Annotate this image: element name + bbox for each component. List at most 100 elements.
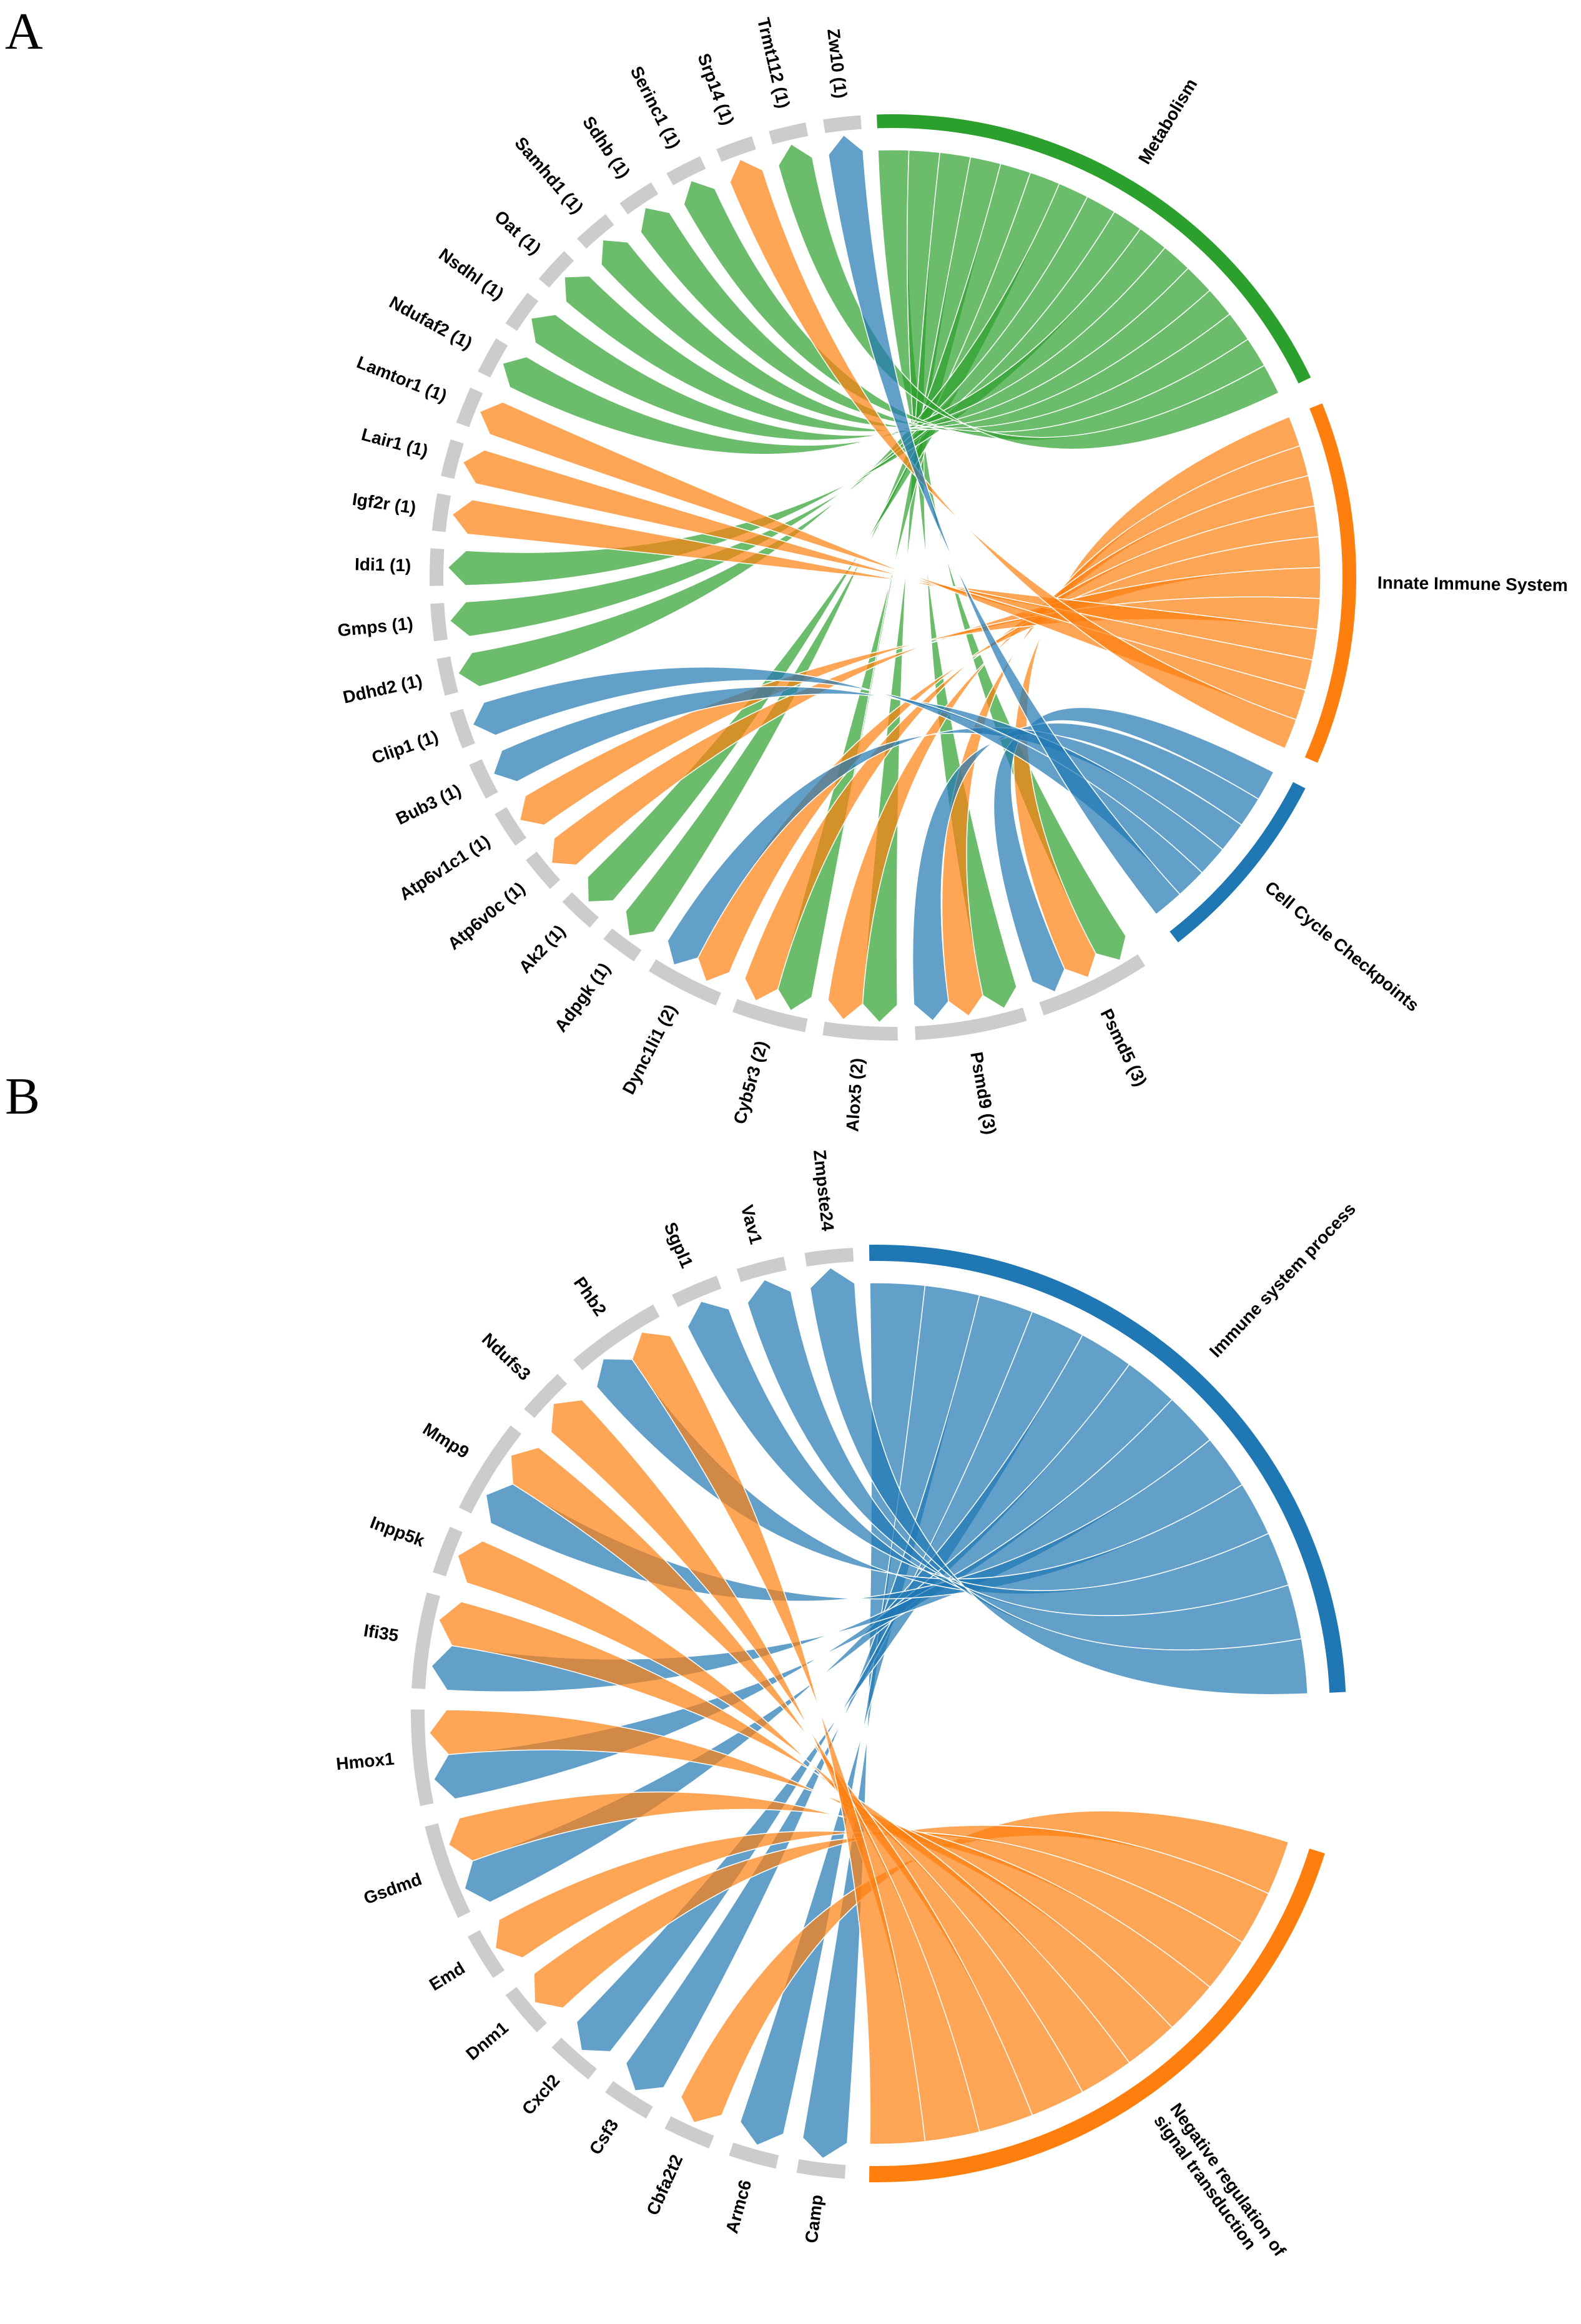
gene-label-trmt112: Trmt112 (1) bbox=[754, 16, 794, 110]
gene-label-armc6: Armc6 bbox=[722, 2178, 755, 2235]
panel-a-chord-diagram: A Metabolism Innate Immune System Cell Cyc… bbox=[5, 2, 1568, 1136]
gene-label-serinc1: Serinc1 (1) bbox=[627, 63, 684, 152]
gene-label-nsdhl: Nsdhl (1) bbox=[435, 245, 507, 304]
gene-label-zmpste24: Zmpste24 bbox=[810, 1149, 838, 1232]
gene-label-sdhb: Sdhb (1) bbox=[579, 113, 634, 182]
gene-arc-ddhd2 bbox=[436, 656, 458, 696]
gene-label-srp14: Srp14 (1) bbox=[694, 51, 737, 127]
gene-label-bub3: Bub3 (1) bbox=[393, 780, 464, 828]
gene-arc-emd bbox=[468, 1930, 505, 1978]
gene-label-dnm1: Dnm1 bbox=[462, 2018, 511, 2064]
gene-arc-csf3 bbox=[605, 2081, 653, 2119]
gene-label-dync1li1: Dync1li1 (2) bbox=[619, 1001, 681, 1097]
gene-arc-idi1 bbox=[429, 548, 445, 586]
gene-label-gmps: Gmps (1) bbox=[337, 614, 414, 640]
panel-b-category-arcs bbox=[869, 1244, 1346, 2183]
gene-label-adpgk: Adpgk (1) bbox=[551, 959, 614, 1035]
gene-arc-alox5 bbox=[822, 1021, 898, 1041]
panel-a-category-arcs bbox=[877, 114, 1357, 943]
gene-arc-inpp5k bbox=[433, 1526, 463, 1577]
gene-arc-serinc1 bbox=[666, 156, 706, 185]
panel-b-chord-diagram: B Immune system process Negative regulati… bbox=[5, 1067, 1359, 2272]
gene-label-ddhd2: Ddhd2 (1) bbox=[341, 671, 424, 707]
ribbon-phb2-negative-regulation-of-signal-transduction bbox=[631, 1331, 926, 2145]
gene-arc-zw10 bbox=[823, 115, 862, 134]
gene-label-lair1: Lair1 (1) bbox=[360, 424, 430, 461]
category-label-metabolism: Metabolism bbox=[1135, 75, 1201, 167]
gene-label-phb2: Phb2 bbox=[570, 1273, 610, 1320]
gene-arc-adpgk bbox=[603, 928, 642, 962]
ribbon-trmt112-metabolism bbox=[777, 143, 1279, 450]
gene-label-psmd5: Psmd5 (3) bbox=[1096, 1006, 1151, 1089]
ribbon-srp14-innate-immune-system bbox=[729, 159, 1297, 750]
gene-arc-hmox1 bbox=[410, 1709, 434, 1807]
gene-label-atp6v0c: Atp6v0c (1) bbox=[444, 878, 529, 954]
panel-b-ribbons bbox=[428, 1267, 1309, 2159]
gene-label-lamtor1: Lamtor1 (1) bbox=[354, 352, 450, 406]
gene-label-samhd1: Samhd1 (1) bbox=[511, 133, 587, 217]
gene-arc-ndufaf2 bbox=[478, 338, 508, 378]
gene-arc-atp6v1c1 bbox=[495, 807, 527, 846]
gene-arc-nsdhl bbox=[505, 292, 539, 331]
gene-arc-phb2 bbox=[573, 1304, 660, 1371]
gene-label-vav1: Vav1 bbox=[737, 1203, 766, 1247]
ribbon-clip1-cell-cycle-checkpoints bbox=[472, 667, 1203, 895]
gene-label-cxcl2: Cxcl2 bbox=[518, 2071, 564, 2119]
panel-b-letter: B bbox=[5, 1067, 40, 1125]
ribbon-zw10-cell-cycle-checkpoints bbox=[828, 134, 1181, 915]
panel-a-letter: A bbox=[5, 2, 43, 61]
gene-label-csf3: Csf3 bbox=[586, 2116, 623, 2158]
gene-label-inpp5k: Inpp5k bbox=[368, 1513, 428, 1551]
gene-label-oat: Oat (1) bbox=[491, 207, 544, 258]
gene-arc-cxcl2 bbox=[551, 2037, 597, 2080]
gene-arc-ifi35 bbox=[411, 1592, 440, 1689]
gene-arc-bub3 bbox=[469, 759, 498, 799]
gene-label-idi1: Idi1 (1) bbox=[355, 554, 411, 575]
gene-label-camp: Camp bbox=[802, 2194, 827, 2244]
gene-arc-lamtor1 bbox=[456, 387, 483, 428]
gene-arc-lair1 bbox=[441, 439, 464, 479]
panel-a-gene-arcs bbox=[429, 115, 1146, 1041]
gene-arc-psmd9 bbox=[915, 1008, 1027, 1041]
gene-arc-dnm1 bbox=[505, 1987, 547, 2032]
gene-label-ndufaf2: Ndufaf2 (1) bbox=[386, 292, 475, 353]
panel-a-ribbons bbox=[447, 134, 1321, 1023]
gene-arc-oat bbox=[538, 251, 574, 288]
gene-arc-gmps bbox=[430, 603, 448, 642]
gene-arc-ak2 bbox=[562, 892, 599, 928]
category-label-immune-system-process: Immune system process bbox=[1206, 1199, 1359, 1361]
gene-label-mmp9: Mmp9 bbox=[420, 1419, 473, 1462]
gene-label-ndufs3: Ndufs3 bbox=[478, 1329, 534, 1384]
gene-label-cbfa2t2: Cbfa2t2 bbox=[643, 2152, 686, 2218]
gene-arc-psmd5 bbox=[1039, 954, 1146, 1016]
gene-label-ifi35: Ifi35 bbox=[362, 1620, 400, 1645]
gene-label-alox5: Alox5 (2) bbox=[842, 1057, 867, 1132]
gene-arc-dync1li1 bbox=[649, 959, 721, 1006]
gene-label-cyb5r3: Cyb5r3 (2) bbox=[730, 1039, 772, 1126]
gene-arc-mmp9 bbox=[458, 1425, 521, 1514]
gene-label-psmd9: Psmd9 (3) bbox=[967, 1051, 1000, 1136]
gene-arc-samhd1 bbox=[577, 214, 614, 249]
gene-label-emd: Emd bbox=[426, 1958, 468, 1994]
gene-label-atp6v1c1: Atp6v1c1 (1) bbox=[396, 831, 493, 904]
gene-arc-atp6v0c bbox=[526, 851, 561, 890]
gene-arc-sdhb bbox=[619, 182, 659, 215]
category-arc-innate-immune-system bbox=[1304, 403, 1357, 763]
ribbon-zmpste24-immune-system-process bbox=[809, 1267, 1309, 1695]
category-arc-cell-cycle-checkpoints bbox=[1170, 782, 1306, 943]
category-label-cell-cycle-checkpoints: Cell Cycle Checkpoints bbox=[1261, 878, 1423, 1016]
category-arc-negative-regulation-of-signal-transduction bbox=[869, 1848, 1325, 2183]
gene-arc-sgpl1 bbox=[672, 1275, 722, 1307]
gene-arc-trmt112 bbox=[769, 122, 809, 145]
category-arc-metabolism bbox=[877, 114, 1311, 384]
gene-label-igf2r: Igf2r (1) bbox=[351, 489, 417, 517]
gene-arc-gsdmd bbox=[425, 1823, 471, 1918]
gene-arc-igf2r bbox=[431, 493, 451, 532]
ribbon-psmd9-cell-cycle-checkpoints bbox=[912, 722, 1259, 1022]
gene-arc-vav1 bbox=[736, 1257, 787, 1282]
gene-arc-camp bbox=[796, 2159, 846, 2179]
gene-arc-clip1 bbox=[450, 708, 475, 748]
gene-arc-cbfa2t2 bbox=[664, 2116, 714, 2149]
category-label-negative-regulation-of-signal-transduction: Negative regulation ofsignal transductio… bbox=[1150, 2100, 1289, 2272]
